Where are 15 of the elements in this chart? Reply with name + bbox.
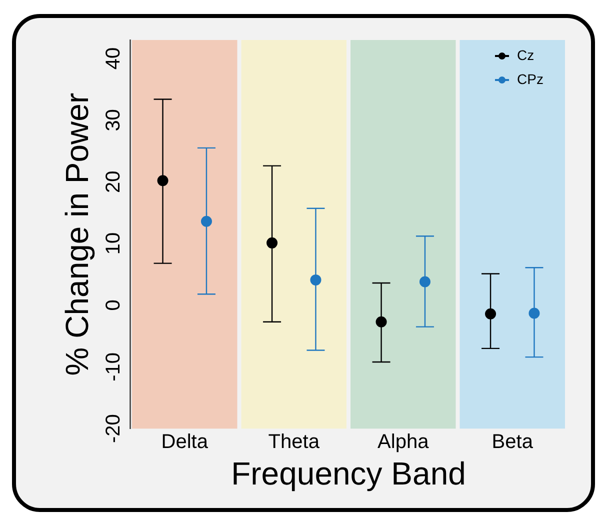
x-tick-label: Theta <box>268 431 320 454</box>
y-tick-label: 30 <box>102 109 125 132</box>
legend-label: Cz <box>517 46 534 63</box>
y-tick-label: 40 <box>102 47 125 70</box>
x-tick-label: Beta <box>492 431 534 454</box>
y-tick-label: -10 <box>102 352 125 382</box>
x-tick-label: Delta <box>161 431 209 454</box>
y-axis-title: % Change in Power <box>59 92 96 376</box>
y-tick-label: -20 <box>102 414 125 444</box>
y-tick-label: 0 <box>102 300 125 311</box>
x-axis-title: Frequency Band <box>231 456 466 492</box>
y-tick-label: 20 <box>102 170 125 193</box>
y-tick-label: 10 <box>102 232 125 255</box>
x-tick-label: Alpha <box>378 431 430 454</box>
legend-label: CPz <box>517 70 544 87</box>
